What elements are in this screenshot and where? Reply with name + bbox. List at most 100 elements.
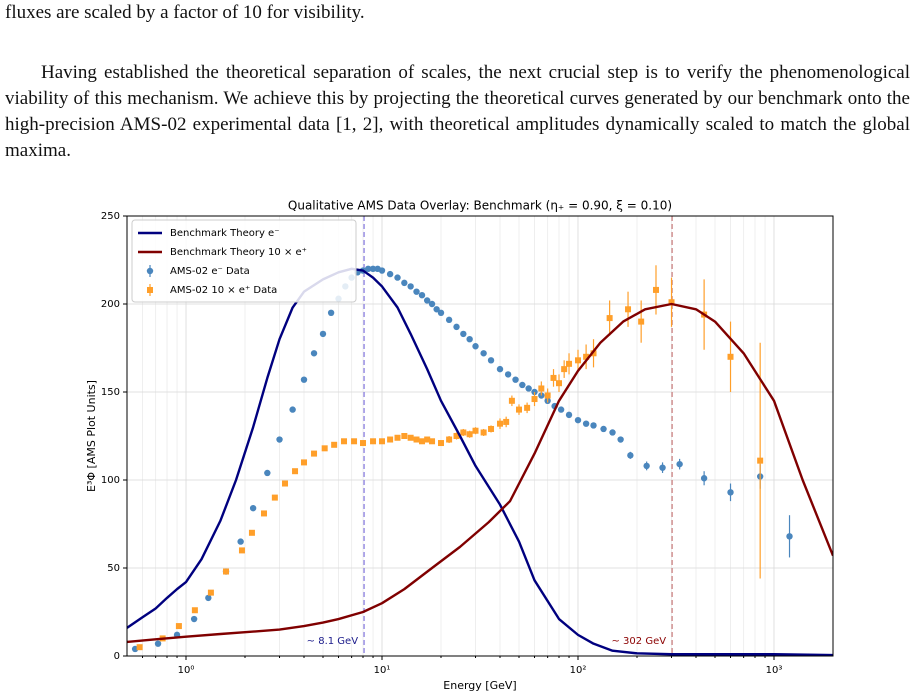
x-tick-label: 10¹ xyxy=(374,665,391,676)
data-point xyxy=(437,309,445,316)
data-point xyxy=(487,357,495,364)
data-point xyxy=(175,623,182,630)
legend-label: AMS-02 e⁻ Data xyxy=(170,266,250,277)
data-point xyxy=(590,350,597,357)
data-point xyxy=(191,607,198,614)
data-point xyxy=(627,452,634,459)
data-point xyxy=(659,464,666,471)
data-point xyxy=(565,411,573,419)
data-point xyxy=(757,457,764,464)
data-point xyxy=(360,440,367,447)
data-point xyxy=(413,436,420,443)
x-tick-label: 10³ xyxy=(766,665,783,676)
data-point xyxy=(394,274,401,281)
data-point xyxy=(207,589,214,596)
data-point xyxy=(638,318,645,325)
data-point xyxy=(466,431,473,438)
data-point xyxy=(401,433,408,439)
data-point xyxy=(438,440,445,447)
data-point xyxy=(512,376,519,383)
data-point xyxy=(136,644,143,651)
data-point xyxy=(466,336,473,343)
data-point xyxy=(508,397,515,404)
data-point xyxy=(453,433,460,439)
y-tick-label: 150 xyxy=(101,387,120,398)
data-point xyxy=(700,475,708,482)
legend-label: AMS-02 10 × e⁺ Data xyxy=(170,285,277,296)
theory-curve xyxy=(127,302,833,644)
data-point xyxy=(319,330,327,338)
data-point xyxy=(418,292,426,299)
data-point xyxy=(460,429,467,436)
legend-label: Benchmark Theory e⁻ xyxy=(170,228,280,239)
data-point xyxy=(310,350,318,357)
legend-label: Benchmark Theory 10 × e⁺ xyxy=(170,247,307,258)
data-point xyxy=(786,533,793,540)
data-point xyxy=(429,438,436,445)
data-point xyxy=(574,416,582,424)
x-axis-label: Energy [GeV] xyxy=(443,679,516,692)
data-point xyxy=(582,420,590,427)
data-point xyxy=(364,265,372,272)
data-point xyxy=(419,438,426,445)
data-point xyxy=(524,404,531,411)
data-point xyxy=(445,316,453,324)
caption-tail: fluxes are scaled by a factor of 10 for … xyxy=(5,2,365,23)
data-point xyxy=(428,300,436,308)
data-point xyxy=(566,360,573,367)
data-point xyxy=(249,504,257,512)
y-axis-label: E³Φ [AMS Plot Units] xyxy=(85,380,98,492)
data-point xyxy=(453,323,460,331)
data-point xyxy=(488,425,495,432)
data-point xyxy=(531,396,538,403)
data-point xyxy=(327,309,335,316)
data-point xyxy=(424,436,431,443)
data-point xyxy=(727,489,734,496)
data-point xyxy=(190,615,198,623)
legend-swatch xyxy=(146,267,154,275)
data-point xyxy=(341,438,348,445)
reference-label: ~ 8.1 GeV xyxy=(307,636,359,647)
data-point xyxy=(600,425,607,433)
paragraph: Having established the theoretical separ… xyxy=(5,62,910,161)
y-tick-label: 200 xyxy=(101,299,120,310)
y-tick-label: 50 xyxy=(107,563,120,574)
reference-label: ~ 302 GeV xyxy=(612,636,667,647)
data-point xyxy=(282,480,289,487)
data-point xyxy=(394,434,401,441)
data-point xyxy=(668,299,675,306)
data-point xyxy=(407,434,414,441)
data-point xyxy=(301,459,308,466)
data-point xyxy=(237,538,244,545)
data-point xyxy=(583,353,590,360)
chart-title: Qualitative AMS Data Overlay: Benchmark … xyxy=(288,199,672,213)
plot-area xyxy=(127,216,833,656)
data-point xyxy=(271,494,278,501)
data-point xyxy=(238,547,245,554)
data-point xyxy=(519,381,526,389)
data-point xyxy=(154,640,162,647)
y-tick-label: 250 xyxy=(101,211,120,222)
data-point xyxy=(386,270,394,278)
data-point xyxy=(561,366,568,373)
data-point xyxy=(504,371,512,378)
data-point xyxy=(460,330,467,338)
data-point xyxy=(300,376,308,383)
data-point xyxy=(480,429,487,436)
data-point xyxy=(205,594,212,602)
data-point xyxy=(557,406,565,413)
data-point xyxy=(260,510,267,517)
legend-swatch xyxy=(147,287,153,293)
x-tick-label: 10² xyxy=(570,665,587,676)
data-point xyxy=(643,462,650,470)
data-point xyxy=(556,380,563,387)
y-tick-label: 100 xyxy=(101,475,120,486)
data-point xyxy=(387,436,394,443)
data-point xyxy=(480,350,487,357)
data-point xyxy=(379,438,386,445)
data-point xyxy=(369,265,377,272)
data-point xyxy=(223,568,230,575)
data-point xyxy=(248,529,255,536)
data-point xyxy=(276,436,283,443)
